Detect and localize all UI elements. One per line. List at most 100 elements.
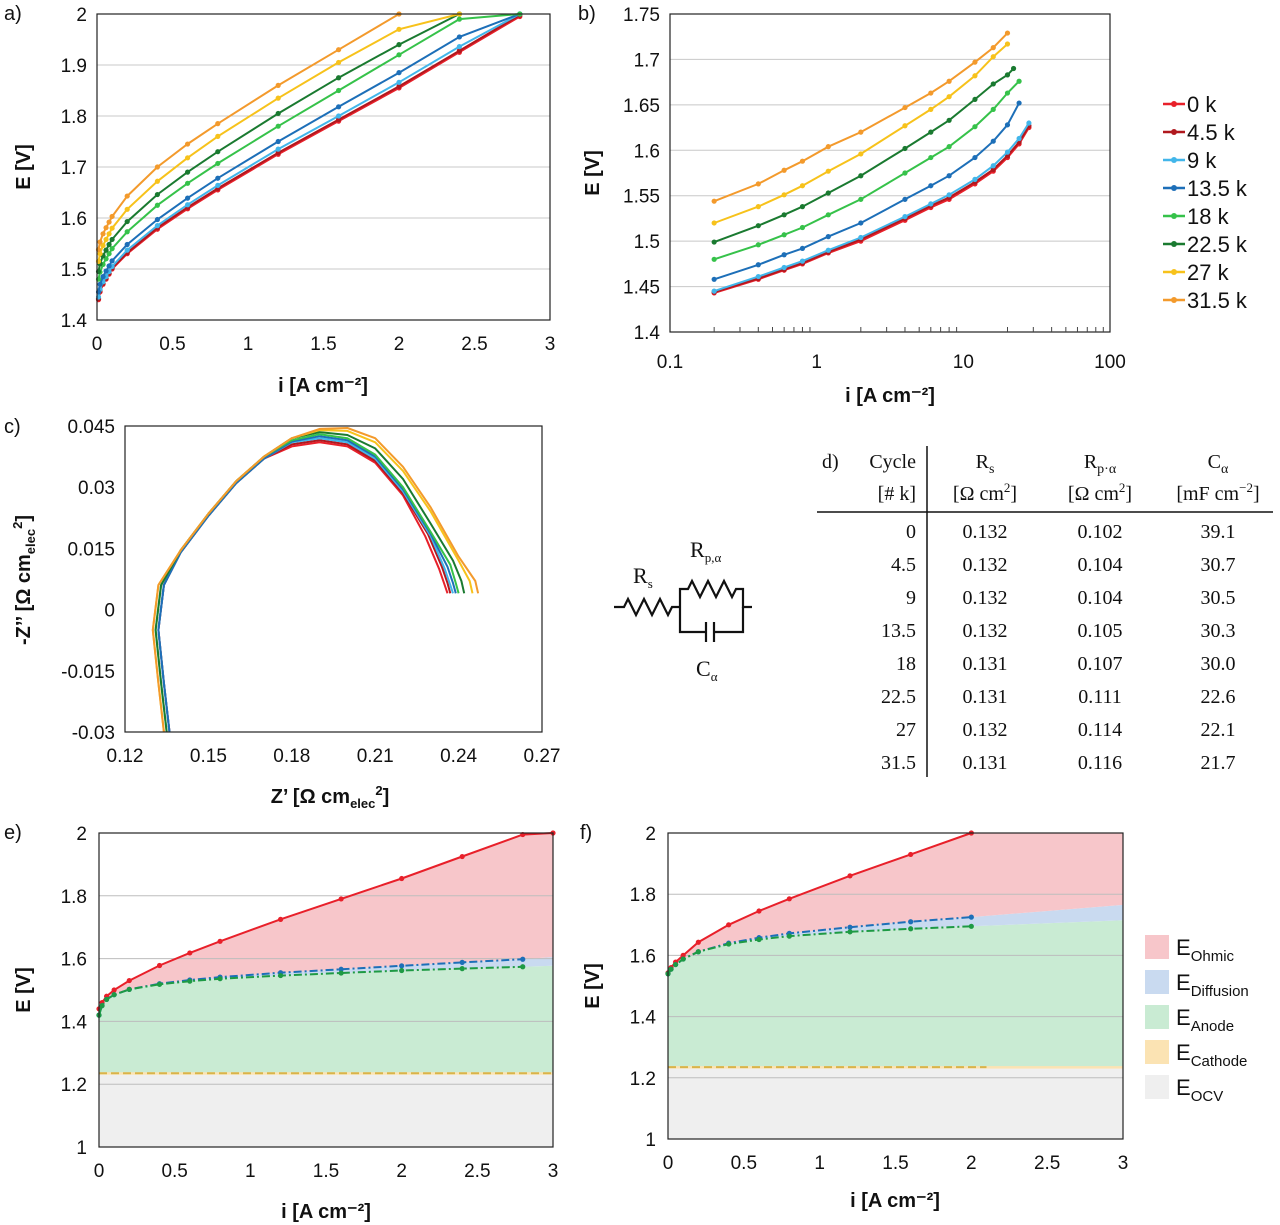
panel-b-series-9-k-point [711, 288, 717, 294]
panel-b-series-22-5-k-line [713, 67, 1015, 244]
table-cell: 0.116 [1078, 752, 1122, 774]
panel-b-series-27-k-point [1004, 41, 1011, 47]
panel-b-series-9-k-point [928, 201, 934, 207]
table-cell: 0.132 [963, 554, 1008, 576]
table-cell: 13.5 [881, 620, 916, 642]
panel-b-series-9-k-point [799, 258, 806, 264]
panel-a-series-22-5-k-point [215, 149, 221, 155]
legend-marker-4-5-k [1171, 129, 1177, 135]
panel-a-series-18-k-point [336, 87, 342, 94]
panel-b-series-9-k-point [1016, 135, 1022, 142]
panel-f-ytick-label: 1 [645, 1130, 656, 1151]
legend-marker-13-5-k [1171, 185, 1177, 191]
panel-a-xtick-label: 1.5 [310, 334, 336, 355]
table-unit-0: [# k] [878, 483, 916, 505]
panel-e-xtick-label: 3 [548, 1161, 559, 1182]
table-cell: 30.0 [1201, 653, 1236, 675]
table-unit-3: [mF cm−2] [1176, 480, 1259, 505]
panel-f-chart: f) 1 1.2 1.4 1.6 1.8 2 0 0.5 1 1.5 2 2.5 3 i [A cm⁻²… [580, 822, 1249, 1212]
panel-f-anode-point [847, 929, 853, 935]
panel-f-xtick-label: 2 [966, 1153, 977, 1174]
panel-e-anode-point [103, 996, 110, 1003]
panel-a-xtick-label: 2 [394, 334, 405, 355]
legend-label-diffusion: EDiffusion [1176, 970, 1249, 1000]
panel-f-anode-point [908, 926, 914, 932]
panel-b-series-18-k-point [990, 106, 996, 112]
panel-b-series-27-k-line [713, 43, 1009, 224]
panel-e-ytick-label: 1.2 [61, 1075, 87, 1096]
panel-a-series-27-k-point [106, 231, 112, 237]
panel-c-frame [124, 425, 543, 733]
panel-b-series-27-k-point [711, 220, 717, 226]
panel-b-series-13-5-k-point [799, 245, 806, 252]
table-cell: 0.131 [963, 653, 1008, 675]
panel-b-series-18-k-point [825, 212, 831, 218]
panel-e-total-point [399, 875, 405, 882]
panel-c-xlabel-main: Z’ [Ω cm [271, 786, 350, 808]
panel-b-series-13-5-k-point [781, 252, 787, 258]
panel-e-anode-point [459, 966, 465, 972]
panel-a-series-13-5-k-point [100, 274, 106, 280]
panel-a-series-18-k-point [109, 246, 115, 252]
legend-swatch-diffusion [1145, 970, 1169, 994]
panel-c-xtick-label: 0.27 [524, 746, 561, 767]
panel-c-ytick-label: 0.03 [78, 478, 115, 499]
legend-swatch-anode [1145, 1005, 1169, 1029]
panel-f-xtick-label: 1.5 [882, 1153, 908, 1174]
panel-c-ytick-label: 0.045 [67, 417, 115, 438]
panel-e-ytick-label: 1.6 [61, 950, 87, 971]
panel-b-series-4-5-k-point [990, 166, 996, 172]
panel-a-series-9-k-point [185, 202, 191, 208]
panel-f-total-point [847, 873, 853, 879]
panel-a-series-31-5-k-point [275, 82, 281, 88]
panel-c-xlabel-sub: elec [350, 796, 375, 811]
panel-b-series-27-k-point [902, 123, 908, 129]
panel-f-xtick-label: 2.5 [1034, 1153, 1060, 1174]
panel-b-ytick-label: 1.5 [634, 232, 660, 253]
panel-b-series-9-k-point [1004, 149, 1011, 155]
panel-a-series-4-5-k-point [336, 116, 342, 123]
panel-a-series-13-5-k-point [336, 104, 342, 110]
panel-b-series-9-k-line [713, 122, 1030, 293]
panel-b-series-31-5-k-point [972, 59, 978, 65]
panel-e-total-point [459, 853, 465, 860]
legend-marker-9-k [1171, 157, 1177, 163]
panel-a-series-27-k-point [103, 236, 109, 243]
panel-b-series-31-5-k-point [825, 144, 831, 150]
panel-f-anode-point [672, 961, 679, 968]
panel-a-series-27-k-point [275, 95, 281, 101]
panel-c-xtick-label: 0.24 [440, 746, 477, 767]
panel-a-series-9-k-point [336, 113, 342, 119]
panel-f-xlabel: i [A cm⁻²] [850, 1190, 940, 1212]
panel-b-series-18-k-point [1004, 90, 1011, 96]
panel-b-series-31-5-k-point [1004, 30, 1011, 36]
legend-marker-22-5-k [1171, 241, 1177, 247]
panel-a-series-4-5-k-point [396, 83, 402, 90]
table-cell: 21.7 [1201, 752, 1236, 774]
panel-a-series-31-5-k-point [100, 231, 106, 237]
panel-e-ytick-label: 1.8 [61, 887, 87, 908]
panel-b-series-13-5-k-point [1016, 100, 1022, 106]
panel-e-ylabel: E [V] [13, 967, 35, 1013]
panel-a-series-18-k-point [215, 160, 221, 167]
panel-b-series-13-5-k-point [972, 154, 978, 161]
panel-e-diffusion-point [399, 963, 405, 969]
panel-b-series-4-5-k-line [713, 125, 1030, 293]
panel-a-xtick-label: 3 [545, 334, 556, 355]
panel-b-series-31-5-k-line [713, 32, 1009, 203]
panel-b-series-18-k-point [1016, 78, 1022, 84]
panel-f-ylabel: E [V] [582, 963, 604, 1009]
panel-b-series-13-5-k-point [902, 196, 908, 202]
table-cell: 0 [906, 521, 916, 543]
panel-a-series-13-5-k-point [396, 70, 402, 76]
table-cell: 30.3 [1201, 620, 1236, 642]
panel-e-diffusion-point [520, 956, 526, 962]
panel-a-xtick-label: 0.5 [159, 334, 185, 355]
panel-b-series-13-5-k-point [990, 138, 996, 144]
panel-b-series-13-5-k-point [858, 220, 864, 226]
panel-c-series-22-5-k [154, 431, 466, 733]
panel-a-series-31-5-k-point [106, 219, 112, 225]
legend-label-31-5-k: 31.5 k [1187, 288, 1248, 313]
legend-label-anode: EAnode [1176, 1005, 1234, 1035]
panel-a-series-4-5-k-point [275, 150, 281, 156]
